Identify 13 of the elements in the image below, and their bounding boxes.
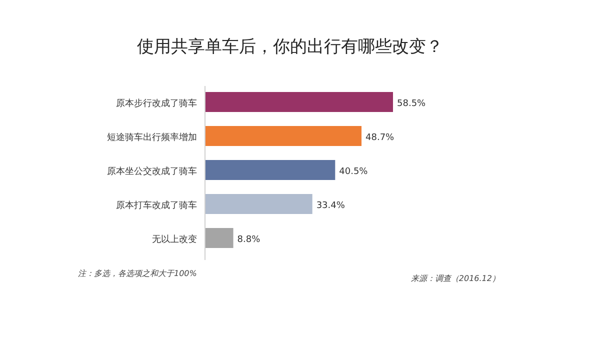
data-label: 40.5% (339, 167, 368, 177)
title: 使用共享单车后，你的出行有哪些改变？ (137, 37, 443, 57)
source-note: 来源：调查（2016.12） (410, 274, 500, 283)
data-label: 33.4% (316, 201, 346, 211)
y-tick-label: 短途骑车出行频率增加 (107, 132, 197, 143)
y-tick-label: 原本坐公交改成了骑车 (107, 166, 197, 177)
y-tick-label: 无以上改变 (152, 234, 197, 245)
text: 注：多选，各选项之和大于100% (78, 269, 197, 278)
y-tick-label: 原本步行改成了骑车 (116, 98, 197, 109)
data-label: 8.8% (237, 235, 261, 245)
data-label: 48.7% (366, 133, 395, 143)
data-label: 58.5% (397, 99, 426, 109)
y-tick-label: 原本打车改成了骑车 (116, 200, 197, 211)
